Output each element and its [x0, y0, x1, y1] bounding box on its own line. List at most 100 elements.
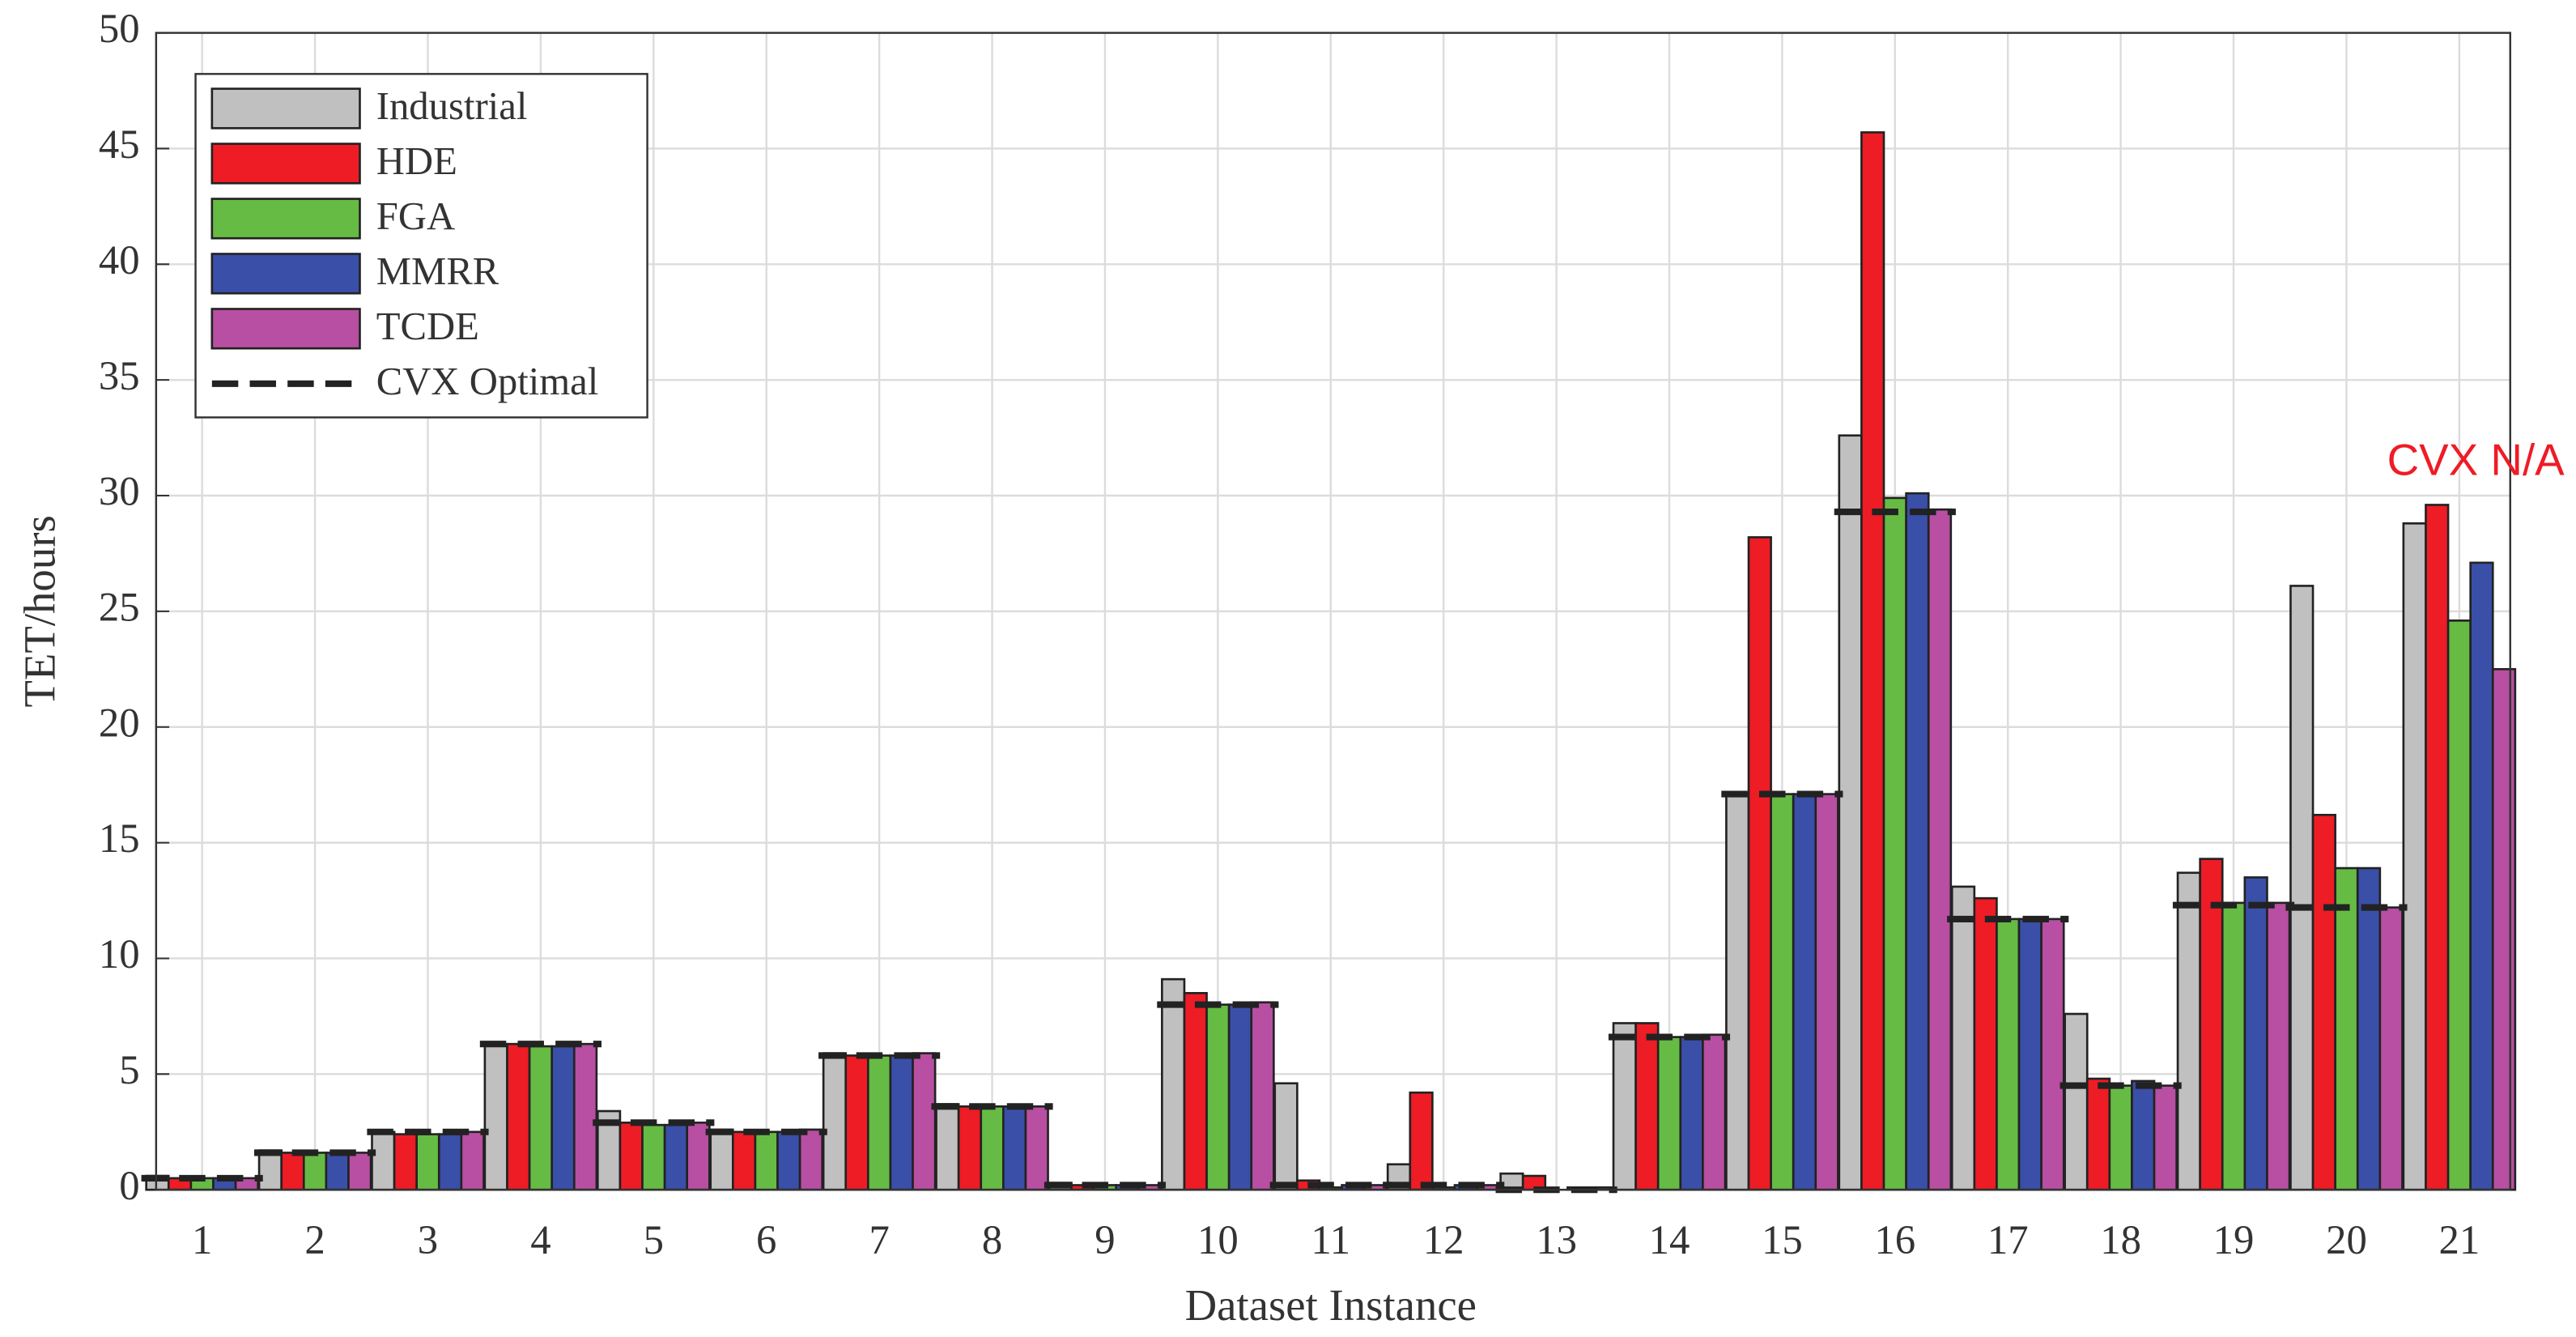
bar	[2040, 918, 2065, 1191]
bar	[663, 1123, 689, 1191]
bar	[798, 1128, 824, 1191]
bar	[731, 1130, 757, 1191]
legend-swatch	[210, 308, 361, 350]
bar	[1656, 1036, 1682, 1191]
y-tick-label: 30	[99, 469, 140, 514]
bar	[709, 1128, 734, 1191]
bar	[347, 1152, 372, 1191]
legend-box	[194, 73, 648, 419]
bar	[2064, 1012, 2089, 1191]
bar	[867, 1054, 892, 1191]
bar	[506, 1042, 531, 1191]
legend-swatch	[210, 143, 361, 185]
x-tick-label: 5	[644, 1217, 664, 1262]
bar	[1996, 918, 2021, 1191]
y-tick-label: 50	[99, 6, 140, 51]
legend-label: CVX Optimal	[376, 360, 599, 403]
bar	[572, 1042, 598, 1191]
bar	[371, 1130, 396, 1191]
x-tick-label: 17	[1987, 1217, 2029, 1262]
legend-label: HDE	[376, 139, 457, 183]
bar	[2425, 504, 2450, 1191]
bar	[257, 1149, 283, 1191]
bar	[2469, 561, 2494, 1191]
bar	[2356, 866, 2382, 1191]
bar	[2402, 522, 2427, 1191]
x-axis-label: Dataset Instance	[1185, 1280, 1477, 1330]
x-tick-label: 8	[982, 1217, 1002, 1262]
bar	[822, 1052, 848, 1191]
bar	[437, 1133, 463, 1191]
legend-label: Industrial	[376, 84, 528, 128]
bar	[1860, 131, 1885, 1191]
x-tick-label: 1	[192, 1217, 212, 1262]
x-tick-label: 9	[1095, 1217, 1115, 1262]
bar	[302, 1152, 328, 1191]
bar	[415, 1133, 440, 1191]
bar	[1273, 1082, 1299, 1191]
x-tick-label: 21	[2438, 1217, 2480, 1262]
bar	[2221, 901, 2247, 1191]
bar	[483, 1042, 508, 1191]
bar	[1024, 1105, 1049, 1191]
bar	[528, 1045, 554, 1191]
bar	[2378, 906, 2404, 1191]
x-tick-label: 7	[869, 1217, 889, 1262]
bar	[1770, 793, 1795, 1191]
legend: Industrial HDE FGA MMRR TCDE CVX Optimal	[194, 73, 648, 419]
y-tick-label: 0	[119, 1163, 139, 1208]
bar	[1747, 536, 1772, 1191]
bar	[550, 1045, 576, 1191]
bar	[1905, 492, 1930, 1191]
legend-label: FGA	[376, 194, 455, 238]
bar	[754, 1130, 779, 1191]
bar	[2243, 876, 2268, 1191]
bar	[1882, 496, 1907, 1191]
bar	[2085, 1077, 2111, 1191]
bar	[393, 1133, 419, 1191]
x-tick-label: 10	[1197, 1217, 1239, 1262]
bar	[2153, 1084, 2178, 1191]
bar	[641, 1123, 666, 1191]
legend-swatch	[210, 198, 361, 240]
bar	[957, 1105, 983, 1191]
x-tick-label: 13	[1536, 1217, 1577, 1262]
y-tick-label: 45	[99, 121, 140, 167]
bar	[2176, 871, 2201, 1191]
legend-label: TCDE	[376, 304, 479, 348]
bar	[1927, 508, 1953, 1191]
legend-swatch	[210, 87, 361, 130]
bar	[1250, 1001, 1275, 1191]
bar	[1814, 793, 1839, 1191]
bar	[889, 1054, 914, 1191]
y-tick-label: 5	[119, 1047, 139, 1092]
y-tick-label: 15	[99, 815, 140, 861]
bar	[935, 1103, 960, 1191]
bar	[2446, 619, 2472, 1191]
bar	[2334, 866, 2359, 1191]
x-tick-label: 19	[2213, 1217, 2255, 1262]
bar	[1612, 1022, 1637, 1191]
bar	[844, 1054, 869, 1191]
bar	[1227, 1003, 1253, 1191]
bar	[2491, 667, 2517, 1191]
bar	[460, 1130, 485, 1191]
x-tick-label: 2	[304, 1217, 325, 1262]
y-tick-label: 20	[99, 700, 140, 745]
bar	[280, 1152, 305, 1191]
bar	[2131, 1079, 2156, 1191]
bar	[1634, 1022, 1660, 1191]
bar	[325, 1152, 350, 1191]
x-tick-label: 18	[2100, 1217, 2141, 1262]
bar	[1725, 793, 1750, 1191]
bar	[618, 1122, 644, 1191]
bar	[1409, 1091, 1434, 1191]
bar	[2266, 901, 2291, 1191]
bar	[1183, 991, 1208, 1191]
bar	[1679, 1036, 1704, 1191]
bar	[2017, 918, 2043, 1191]
plot-frame	[155, 32, 2511, 1191]
legend-label: MMRR	[376, 249, 499, 293]
